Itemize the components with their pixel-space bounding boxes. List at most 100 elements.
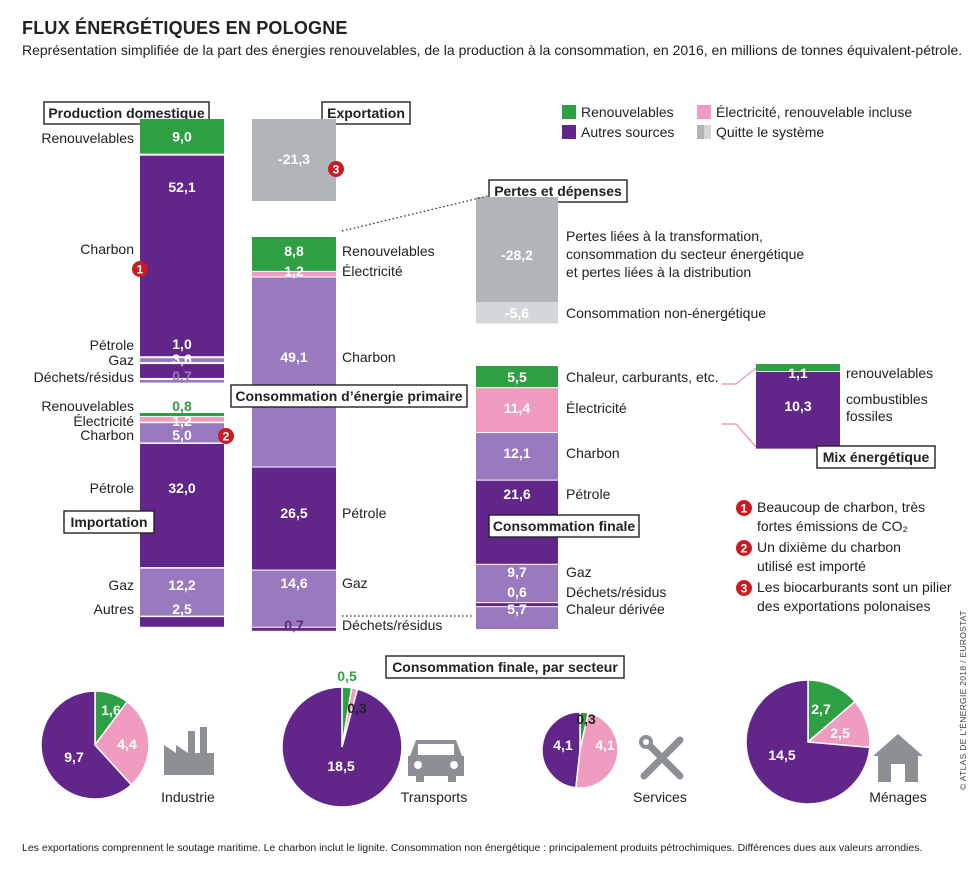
note-3-line-1: des exportations polonaises: [757, 598, 931, 614]
pie-1-value-1: 0,3: [347, 700, 367, 716]
pie-title-box: [385, 655, 625, 679]
marker-3: 3: [333, 163, 340, 177]
primary-0-label: Renouvelables: [342, 243, 435, 259]
marker-3-circle: [328, 161, 344, 177]
export-title-box: [321, 101, 411, 125]
mix-connector-bottom: [722, 423, 757, 448]
mix-connector-top: [722, 367, 757, 385]
marker-1: 1: [137, 263, 144, 277]
pie-2-value-1: 4,1: [595, 737, 615, 753]
pie-2-name: Services: [633, 789, 687, 805]
pie-0-value-1: 4,4: [117, 736, 137, 752]
export-value: -21,3: [278, 151, 310, 167]
legend-swatch-3: [697, 125, 704, 139]
losses-1-label: Consommation non-énergétique: [566, 305, 766, 321]
production-title: Production domestique: [48, 105, 205, 121]
production-3-bar: [140, 364, 224, 378]
import-4-bar: [140, 568, 224, 616]
primary-1-value: 1,2: [284, 263, 304, 279]
pie-3-value-0: 2,7: [811, 701, 831, 717]
mix-title: Mix énergétique: [823, 449, 930, 465]
page-title: FLUX ÉNERGÉTIQUES EN POLOGNE: [22, 18, 348, 38]
import-0-label: Renouvelables: [41, 398, 134, 414]
pie-0-name: Industrie: [161, 789, 215, 805]
note-2-line-0: Un dixième du charbon: [757, 539, 901, 555]
losses-0-bar: [476, 197, 558, 306]
losses-1-value: -5,6: [505, 305, 529, 321]
house-icon: [873, 734, 923, 782]
import-4-value: 12,2: [168, 577, 195, 593]
marker-2: 2: [223, 430, 230, 444]
dotted-connector-top: [341, 195, 489, 232]
final-2-label: Charbon: [566, 445, 620, 461]
pie-0-slice-1: [94, 700, 150, 786]
pie-0-slice-2: [40, 690, 133, 800]
note-1-line-1: fortes émissions de CO₂: [757, 518, 908, 534]
production-2-label: Pétrole: [90, 337, 135, 353]
final-0-label: Chaleur, carburants, etc.: [566, 369, 719, 385]
pie-1-name: Transports: [401, 789, 467, 805]
mix-title-box: [816, 445, 936, 469]
export-bar: [252, 119, 336, 202]
primary-0-value: 8,8: [284, 243, 304, 259]
production-0-label: Renouvelables: [41, 130, 134, 146]
pie-0-value-2: 9,7: [64, 749, 84, 765]
legend-swatch-1: [697, 105, 711, 119]
import-3-label: Pétrole: [90, 480, 135, 496]
primary-3-bar: [252, 467, 336, 570]
pie-3-value-2: 14,5: [768, 747, 795, 763]
import-5-label: Autres: [94, 601, 134, 617]
final-4-label: Gaz: [566, 564, 592, 580]
final-3-value: 21,6: [503, 486, 530, 502]
legend-swatch-0: [562, 105, 576, 119]
mix-0-value: 1,1: [788, 365, 808, 381]
losses-0-label-2: et pertes liées à la distribution: [566, 264, 751, 280]
legend-label-2: Autres sources: [581, 124, 674, 140]
primary-5-label: Déchets/résidus: [342, 617, 442, 633]
note-2-marker-circle: [736, 540, 752, 556]
primary-2-label: Charbon: [342, 349, 396, 365]
import-4-label: Gaz: [108, 577, 134, 593]
production-4-label: Déchets/résidus: [34, 369, 134, 385]
mix-1-bar: [756, 372, 840, 449]
final-5-bar: [476, 603, 558, 607]
losses-1-bar: [476, 302, 558, 324]
legend-label-0: Renouvelables: [581, 104, 674, 120]
import-0-bar: [140, 413, 224, 417]
final-4-bar: [476, 564, 558, 603]
production-4-value: 0,7: [172, 368, 192, 384]
production-0-value: 9,0: [172, 128, 192, 144]
pie-3-slice-2: [745, 679, 871, 805]
primary-4-label: Gaz: [342, 575, 368, 591]
losses-0-label-0: Pertes liées à la transformation,: [566, 228, 763, 244]
legend-label-1: Électricité, renouvelable incluse: [716, 104, 912, 120]
final-6-bar: [476, 607, 558, 630]
pie-title: Consommation finale, par secteur: [392, 659, 618, 675]
pie-2-slice-1: [574, 712, 619, 789]
primary-3-value: 26,5: [280, 505, 307, 521]
mix-1-label-1: fossiles: [846, 408, 893, 424]
final-title: Consommation finale: [493, 518, 636, 534]
production-title-box: [43, 101, 210, 125]
import-title-box: [63, 510, 155, 534]
final-0-value: 5,5: [507, 369, 527, 385]
final-2-bar: [476, 433, 558, 480]
car-windshield: [418, 744, 454, 755]
import-3-bar: [140, 443, 224, 568]
marker-2-circle: [218, 428, 234, 444]
final-5-value: 0,6: [507, 584, 527, 600]
page-subtitle: Représentation simplifiée de la part des…: [22, 42, 963, 58]
import-2-label: Charbon: [80, 427, 134, 443]
final-4-value: 9,7: [507, 564, 527, 580]
final-0-bar: [476, 366, 558, 388]
pie-2-value-0: 0,3: [576, 711, 596, 727]
production-2-value: 1,0: [172, 336, 192, 352]
primary-5-bar: [252, 627, 336, 631]
pie-0-value-0: 1,6: [101, 702, 121, 718]
pie-2-value-2: 4,1: [553, 737, 573, 753]
house-door: [891, 764, 905, 782]
final-3-label: Pétrole: [566, 486, 611, 502]
import-2-bar: [140, 423, 224, 443]
pie-1-value-2: 18,5: [327, 758, 354, 774]
